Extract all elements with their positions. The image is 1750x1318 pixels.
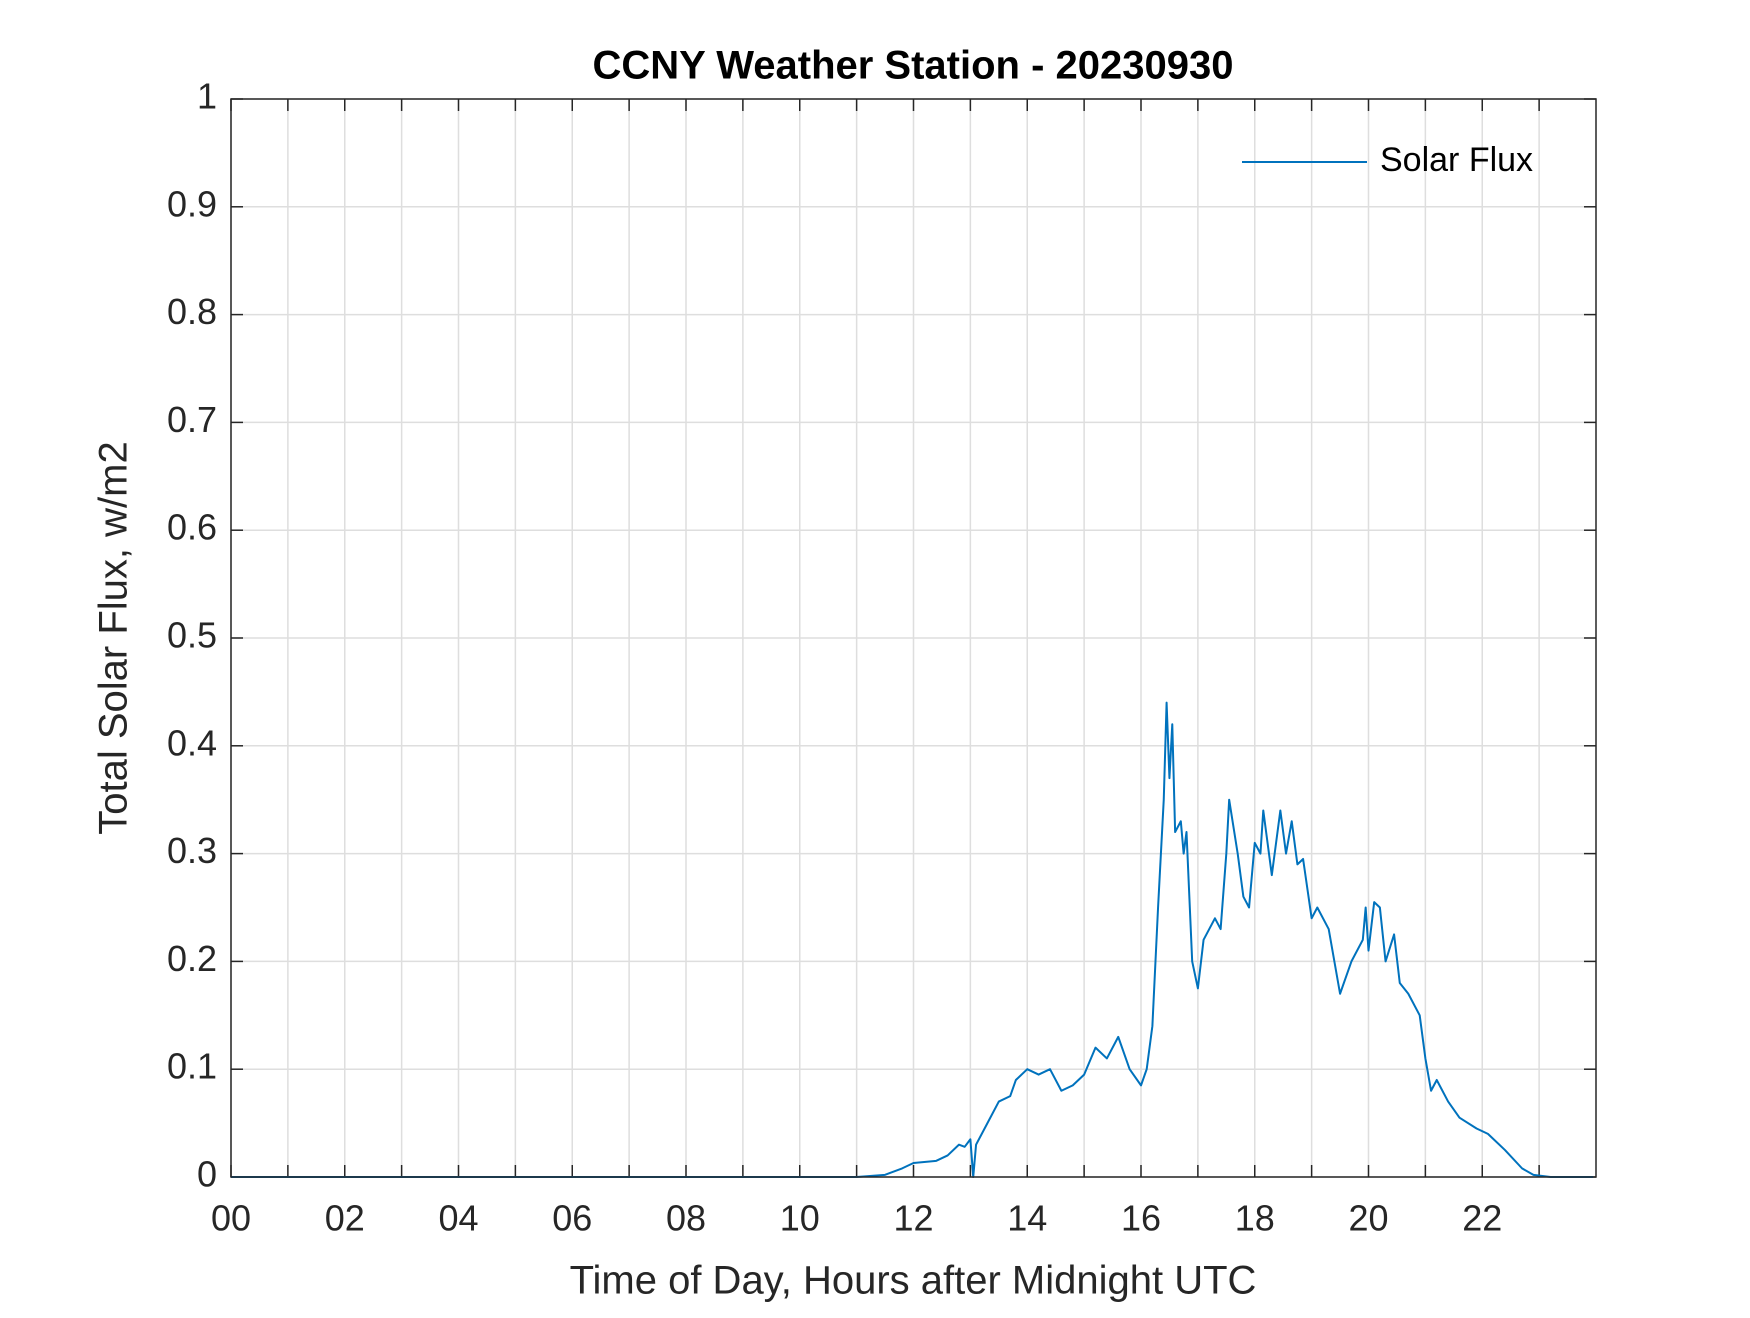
legend: Solar Flux [1242, 141, 1533, 179]
y-tick-label: 0.2 [167, 938, 217, 979]
x-tick-label: 14 [1007, 1198, 1047, 1239]
chart-title: CCNY Weather Station - 20230930 [593, 44, 1234, 88]
y-tick-label: 0.6 [167, 507, 217, 548]
y-tick-label: 0.4 [167, 722, 217, 763]
x-axis-label: Time of Day, Hours after Midnight UTC [570, 1259, 1257, 1303]
x-tick-label: 10 [780, 1198, 820, 1239]
lines [231, 701, 1594, 1178]
y-tick-label: 0 [197, 1154, 217, 1195]
y-tick-label: 0.3 [167, 830, 217, 871]
x-tick-label: 18 [1235, 1198, 1275, 1239]
y-tick-label: 0.1 [167, 1046, 217, 1087]
x-tick-label: 08 [666, 1198, 706, 1239]
axes-box [230, 98, 1597, 1178]
x-tick-label: 06 [552, 1198, 592, 1239]
ticks: 0 0.1 0.2 0.3 0.4 0.5 0.6 0.7 0.8 0.9 1 00 02 04 06 08 1… [167, 76, 1596, 1239]
x-tick-label: 00 [211, 1198, 251, 1239]
y-tick-label: 0.9 [167, 183, 217, 224]
x-tick-label: 02 [325, 1198, 365, 1239]
y-axis-label: Total Solar Flux, w/m2 [92, 441, 136, 834]
legend-label: Solar Flux [1380, 141, 1533, 179]
x-tick-label: 16 [1121, 1198, 1161, 1239]
x-tick-label: 12 [893, 1198, 933, 1239]
y-tick-label: 0.5 [167, 615, 217, 656]
x-tick-label: 04 [438, 1198, 478, 1239]
x-tick-label: 22 [1462, 1198, 1502, 1239]
y-tick-label: 0.8 [167, 291, 217, 332]
y-tick-label: 0.7 [167, 399, 217, 440]
x-tick-label: 20 [1348, 1198, 1388, 1239]
data-line [231, 701, 1594, 1178]
y-tick-label: 1 [197, 76, 217, 117]
